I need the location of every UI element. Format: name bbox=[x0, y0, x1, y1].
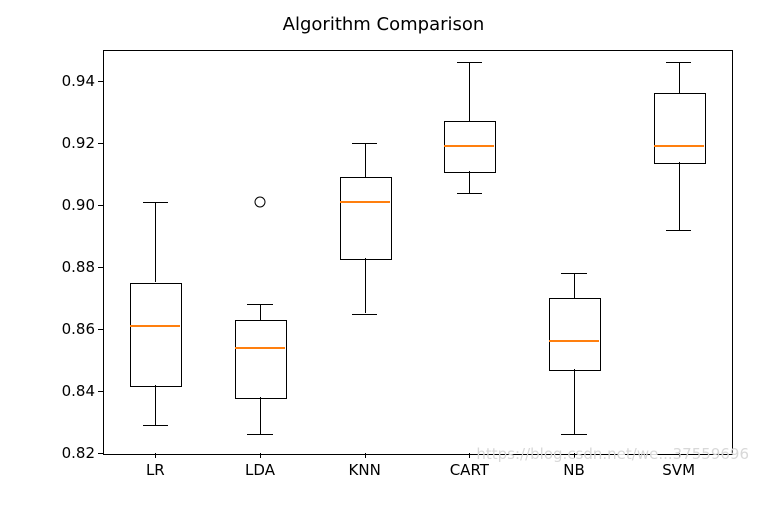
median-line bbox=[444, 145, 494, 147]
chart-title: Algorithm Comparison bbox=[0, 14, 767, 35]
cap-lower bbox=[352, 314, 377, 315]
y-tick-label: 0.82 bbox=[45, 444, 95, 462]
cap-lower bbox=[247, 434, 272, 435]
whisker-upper bbox=[155, 202, 156, 283]
median-line bbox=[130, 325, 180, 327]
whisker-upper bbox=[574, 273, 575, 298]
box bbox=[235, 320, 287, 400]
x-tick-label: NB bbox=[563, 461, 585, 479]
cap-upper bbox=[352, 143, 377, 144]
x-tick-mark bbox=[260, 453, 261, 458]
whisker-lower bbox=[679, 162, 680, 230]
x-tick-label: LR bbox=[146, 461, 165, 479]
y-tick-mark bbox=[98, 391, 103, 392]
box bbox=[549, 298, 601, 371]
cap-lower bbox=[143, 425, 168, 426]
x-tick-mark bbox=[574, 453, 575, 458]
figure: Algorithm Comparison 0.82 0.84 0.86 0.88 0.9… bbox=[0, 0, 767, 511]
y-tick-label: 0.84 bbox=[45, 382, 95, 400]
median-line bbox=[654, 145, 704, 147]
whisker-lower bbox=[155, 385, 156, 425]
x-tick-mark bbox=[155, 453, 156, 458]
y-tick-mark bbox=[98, 143, 103, 144]
whisker-upper bbox=[469, 62, 470, 121]
y-tick-mark bbox=[98, 267, 103, 268]
whisker-lower bbox=[260, 397, 261, 434]
x-tick-mark bbox=[365, 453, 366, 458]
y-tick-label: 0.90 bbox=[45, 196, 95, 214]
whisker-lower bbox=[574, 369, 575, 434]
y-tick-label: 0.94 bbox=[45, 72, 95, 90]
median-line bbox=[235, 347, 285, 349]
whisker-upper bbox=[679, 62, 680, 93]
box bbox=[654, 93, 706, 163]
whisker-lower bbox=[469, 171, 470, 193]
box bbox=[130, 283, 182, 387]
cap-upper bbox=[457, 62, 482, 63]
cap-lower bbox=[457, 193, 482, 194]
x-tick-mark bbox=[469, 453, 470, 458]
x-tick-mark bbox=[679, 453, 680, 458]
cap-upper bbox=[666, 62, 691, 63]
flier bbox=[255, 196, 266, 207]
box bbox=[340, 177, 392, 260]
cap-upper bbox=[247, 304, 272, 305]
median-line bbox=[549, 340, 599, 342]
whisker-lower bbox=[365, 258, 366, 314]
y-tick-mark bbox=[98, 453, 103, 454]
y-tick-label: 0.86 bbox=[45, 320, 95, 338]
y-tick-mark bbox=[98, 81, 103, 82]
x-tick-label: CART bbox=[450, 461, 489, 479]
cap-upper bbox=[561, 273, 586, 274]
y-tick-mark bbox=[98, 329, 103, 330]
whisker-upper bbox=[365, 143, 366, 177]
cap-upper bbox=[143, 202, 168, 203]
plot-area bbox=[103, 50, 733, 455]
median-line bbox=[340, 201, 390, 203]
cap-lower bbox=[561, 434, 586, 435]
y-tick-label: 0.92 bbox=[45, 134, 95, 152]
x-tick-label: SVM bbox=[662, 461, 695, 479]
y-tick-label: 0.88 bbox=[45, 258, 95, 276]
y-tick-mark bbox=[98, 205, 103, 206]
cap-lower bbox=[666, 230, 691, 231]
x-tick-label: KNN bbox=[349, 461, 381, 479]
box bbox=[444, 121, 496, 173]
whisker-upper bbox=[260, 304, 261, 320]
x-tick-label: LDA bbox=[245, 461, 275, 479]
